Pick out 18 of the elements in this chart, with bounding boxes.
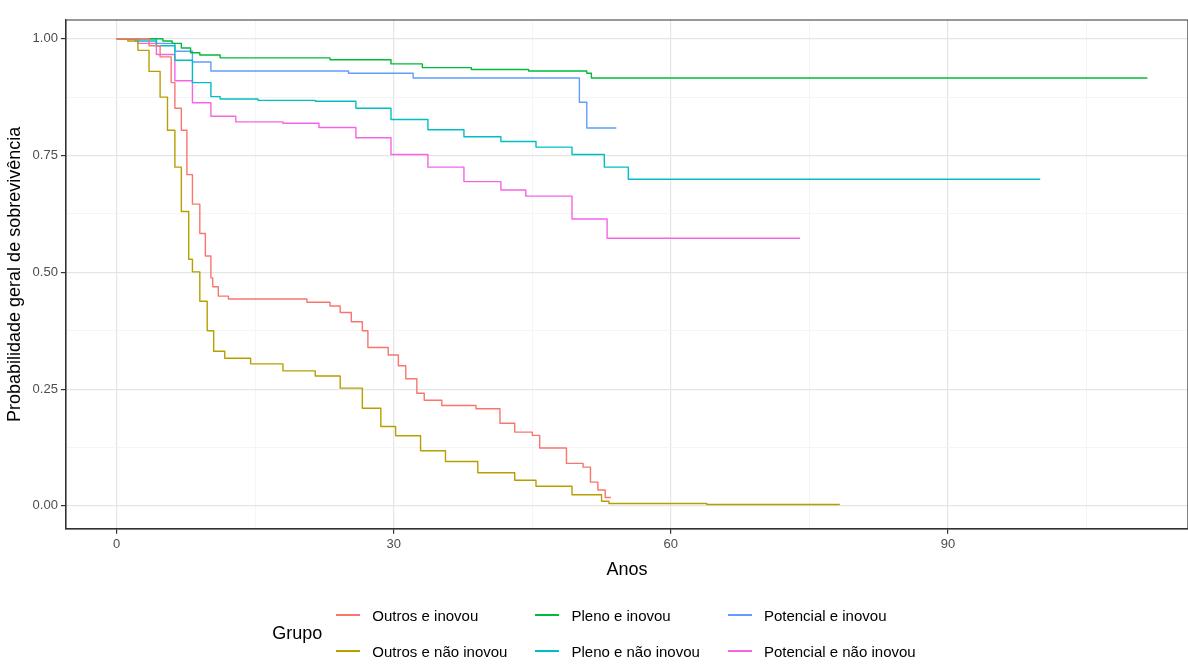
x-tick-label: 30 bbox=[386, 536, 401, 552]
x-tick-label: 90 bbox=[940, 536, 956, 552]
x-tick-label: 60 bbox=[663, 536, 679, 552]
legend-label: Pleno e inovou bbox=[571, 606, 671, 624]
x-axis-title: Anos bbox=[606, 559, 648, 580]
y-tick-label: 0.50 bbox=[32, 263, 58, 279]
y-tick-label: 0.00 bbox=[32, 497, 58, 513]
legend-label: Potencial e inovou bbox=[763, 606, 887, 624]
legend-label: Potencial e não inovou bbox=[763, 642, 916, 660]
legend-label: Outros e inovou bbox=[372, 606, 479, 624]
legend-label: Pleno e não inovou bbox=[571, 642, 700, 660]
y-tick-label: 0.75 bbox=[32, 147, 58, 163]
legend-title: Grupo bbox=[272, 622, 323, 644]
y-axis-title: Probabilidade geral de sobrevivência bbox=[3, 125, 24, 422]
x-tick-label: 0 bbox=[113, 536, 121, 552]
y-tick-label: 1.00 bbox=[32, 30, 58, 46]
y-tick-label: 0.25 bbox=[32, 380, 58, 396]
legend-label: Outros e não inovou bbox=[372, 642, 508, 660]
